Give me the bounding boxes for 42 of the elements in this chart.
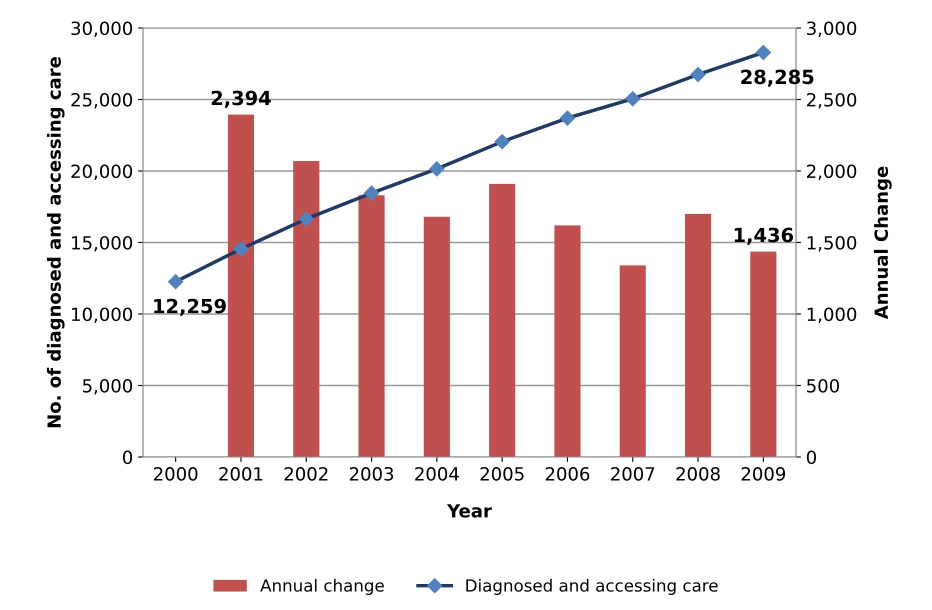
- y-tick-label: 30,000: [71, 21, 132, 37]
- y2-tick-label: 2,500: [807, 92, 856, 108]
- y-tick-label: 10,000: [72, 307, 132, 323]
- y2-tick-label: 1,000: [808, 307, 856, 323]
- data-label: 1,436: [734, 228, 794, 245]
- y-tick-label: 0: [122, 450, 132, 464]
- data-label: 28,285: [741, 70, 814, 87]
- x-tick-label: 2006: [546, 467, 590, 481]
- y-tick-label: 20,000: [71, 164, 132, 180]
- data-label: 12,259: [154, 298, 226, 316]
- y2-tick-label: 0: [806, 450, 816, 464]
- x-tick-label: 2002: [284, 467, 328, 481]
- x-tick-label: 2007: [611, 467, 654, 481]
- y-tick-label: 25,000: [71, 92, 132, 108]
- x-tick-label: 2009: [742, 467, 786, 481]
- bar: [358, 195, 385, 457]
- bar: [554, 225, 581, 457]
- legend-label: Annual change: [260, 578, 384, 595]
- data-label: 2,394: [212, 90, 271, 108]
- bar: [684, 214, 712, 457]
- y-tick-label: 15,000: [72, 236, 132, 252]
- y2-tick-label: 1,500: [808, 236, 856, 252]
- x-tick-label: 2005: [480, 467, 524, 481]
- bar: [293, 160, 320, 457]
- x-tick-label: 2000: [154, 467, 198, 481]
- bar: [424, 216, 450, 457]
- x-tick-label: 2001: [219, 467, 262, 481]
- y2-axis-title: Annual Change: [874, 166, 892, 320]
- y-axis-title: No. of diagnosed and accessing care: [46, 56, 65, 428]
- y2-tick-label: 500: [807, 378, 839, 393]
- x-tick-label: 2008: [676, 467, 720, 481]
- bar: [620, 265, 646, 457]
- y-tick-label: 5,000: [82, 378, 132, 394]
- x-axis-title: Year: [446, 504, 492, 518]
- bar: [750, 252, 776, 457]
- bar: [489, 184, 516, 457]
- x-tick-label: 2003: [350, 467, 394, 481]
- y2-tick-label: 3,000: [807, 21, 856, 37]
- legend-label: Diagnosed and accessing care: [466, 578, 718, 595]
- y2-tick-label: 2,000: [807, 164, 856, 180]
- bar: [228, 114, 254, 457]
- x-tick-label: 2004: [415, 467, 459, 481]
